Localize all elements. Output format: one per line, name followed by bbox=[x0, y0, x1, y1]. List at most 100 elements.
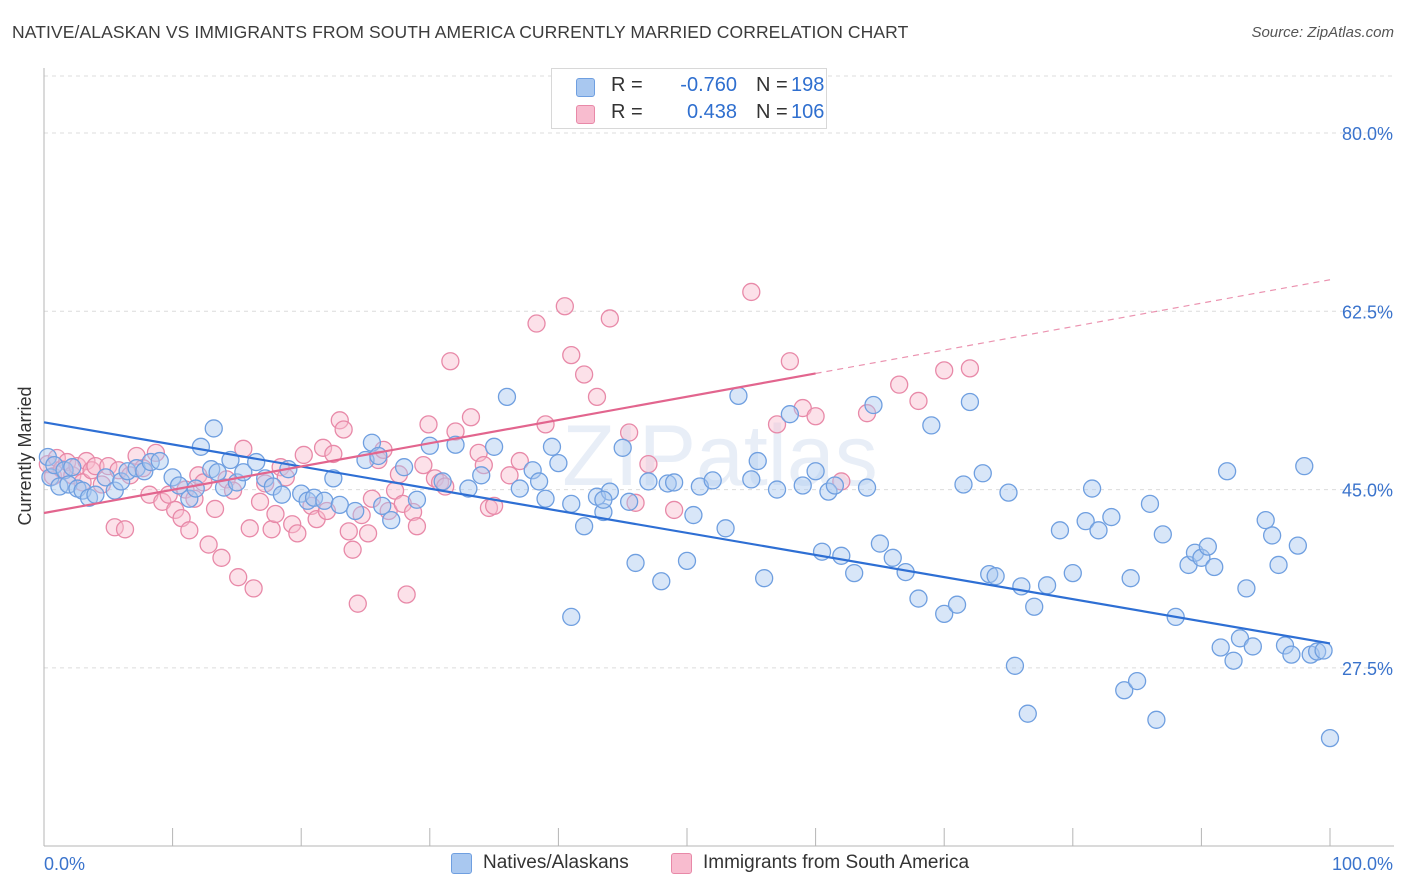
series-immigrants-from-south-america bbox=[38, 282, 980, 613]
data-point bbox=[652, 572, 671, 591]
data-point bbox=[1147, 710, 1166, 729]
data-point bbox=[304, 488, 324, 507]
data-point bbox=[135, 462, 154, 481]
chart-title: NATIVE/ALASKAN VS IMMIGRANTS FROM SOUTH … bbox=[12, 22, 909, 42]
r-label: R = bbox=[611, 101, 643, 123]
data-point bbox=[414, 455, 433, 475]
data-point bbox=[574, 365, 594, 384]
data-point bbox=[205, 499, 225, 519]
data-point bbox=[1140, 494, 1160, 513]
data-point bbox=[180, 521, 199, 540]
data-point bbox=[594, 490, 613, 509]
data-point bbox=[870, 534, 890, 553]
natives-legend-swatch bbox=[451, 853, 472, 874]
data-point bbox=[1307, 642, 1327, 661]
data-point bbox=[825, 476, 845, 495]
data-point bbox=[294, 445, 313, 465]
data-point bbox=[562, 345, 581, 365]
data-point bbox=[1005, 656, 1025, 675]
data-point bbox=[542, 437, 562, 456]
data-point bbox=[973, 464, 992, 483]
data-point bbox=[748, 451, 767, 471]
data-point bbox=[529, 472, 549, 491]
data-point bbox=[199, 535, 218, 554]
data-point bbox=[639, 472, 658, 491]
data-point bbox=[1237, 579, 1256, 598]
data-point bbox=[806, 407, 825, 426]
data-point bbox=[315, 491, 334, 510]
data-point bbox=[935, 361, 954, 380]
data-point bbox=[112, 472, 131, 491]
data-point bbox=[244, 579, 263, 598]
n-label: N = bbox=[756, 74, 788, 96]
data-point bbox=[484, 496, 504, 516]
data-point bbox=[857, 478, 877, 497]
data-point bbox=[527, 314, 546, 333]
data-point bbox=[459, 479, 478, 498]
data-point bbox=[1295, 456, 1314, 476]
y-tick-label: 62.5% bbox=[1342, 302, 1393, 322]
data-point bbox=[1018, 704, 1037, 723]
y-tick-label: 80.0% bbox=[1342, 124, 1393, 144]
data-point bbox=[1082, 479, 1102, 498]
data-point bbox=[909, 391, 928, 411]
data-point bbox=[742, 282, 761, 302]
data-point bbox=[960, 359, 980, 378]
data-point bbox=[613, 438, 632, 457]
data-point bbox=[1262, 526, 1282, 545]
data-point bbox=[664, 500, 684, 520]
data-point bbox=[369, 446, 388, 466]
data-point bbox=[729, 386, 748, 406]
data-point bbox=[250, 492, 270, 511]
data-point bbox=[500, 466, 519, 485]
data-point bbox=[767, 415, 787, 434]
data-point bbox=[1025, 597, 1044, 616]
data-point bbox=[619, 492, 639, 511]
data-point bbox=[343, 540, 362, 559]
data-point bbox=[1288, 536, 1307, 555]
data-point bbox=[240, 519, 259, 538]
data-point bbox=[1269, 555, 1288, 575]
data-point bbox=[446, 435, 465, 454]
y-tick-label: 27.5% bbox=[1342, 659, 1393, 679]
tick-labels: 27.5% 45.0% 62.5% 80.0% 0.0% 100.0% bbox=[44, 124, 1393, 874]
data-point bbox=[86, 456, 105, 476]
data-point bbox=[755, 569, 774, 588]
trend-line bbox=[43, 372, 816, 515]
data-point bbox=[115, 520, 135, 539]
trend-line-extension bbox=[815, 279, 1331, 375]
legend-label: Immigrants from South America bbox=[703, 852, 970, 873]
data-point bbox=[446, 422, 465, 441]
data-point bbox=[324, 469, 343, 488]
data-point bbox=[619, 423, 639, 442]
watermark: ZIPatlas bbox=[562, 408, 877, 504]
data-point bbox=[420, 436, 439, 455]
data-point bbox=[1211, 638, 1230, 657]
data-point bbox=[922, 416, 941, 435]
data-point bbox=[716, 519, 735, 538]
data-point bbox=[441, 352, 460, 371]
data-point bbox=[767, 480, 787, 499]
data-point bbox=[986, 567, 1005, 586]
data-point bbox=[562, 607, 581, 627]
r-value: 0.438 bbox=[686, 101, 737, 123]
data-point bbox=[664, 473, 684, 492]
data-point bbox=[229, 568, 248, 587]
n-label: N = bbox=[756, 101, 788, 123]
data-point bbox=[45, 455, 64, 475]
data-point bbox=[330, 495, 349, 515]
data-point bbox=[1050, 521, 1070, 540]
data-point bbox=[1089, 521, 1108, 540]
data-point bbox=[639, 454, 658, 474]
data-point bbox=[1121, 569, 1140, 588]
data-point bbox=[1115, 681, 1134, 700]
data-point bbox=[497, 387, 517, 407]
data-point bbox=[419, 415, 438, 434]
source-label: Source: ZipAtlas.com bbox=[1251, 24, 1394, 41]
data-point bbox=[461, 408, 481, 427]
data-point bbox=[324, 444, 343, 464]
data-point bbox=[909, 589, 928, 608]
data-point bbox=[373, 496, 392, 516]
data-point bbox=[99, 456, 118, 476]
data-point bbox=[864, 395, 883, 415]
